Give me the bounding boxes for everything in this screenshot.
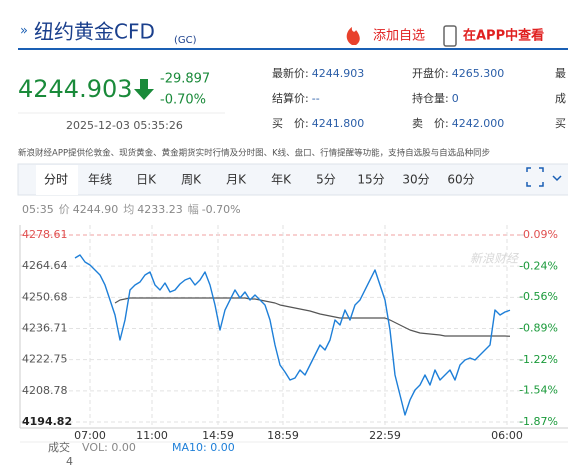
page-title: 纽约黄金CFD	[34, 20, 155, 44]
stat-value: 4244.903	[312, 67, 365, 80]
info-label: 均	[123, 203, 134, 216]
fire-icon[interactable]	[346, 27, 360, 45]
stat-label: 卖 价:	[412, 117, 449, 130]
plot: 4278.61 4264.64 4250.68 4236.71 4222.75 4208.…	[20, 225, 558, 442]
tab[interactable]: 周K	[181, 173, 202, 187]
tab[interactable]: 分时	[44, 173, 68, 187]
stat-label: 最新价:	[272, 66, 309, 80]
tab[interactable]: 年线	[88, 173, 112, 187]
series-line	[114, 297, 511, 337]
stat-value: 4265.300	[452, 67, 505, 80]
y-tick-label: 4208.78	[22, 384, 68, 397]
y2-tick-label: -1.54%	[519, 384, 558, 397]
y2-tick-label: -0.24%	[519, 259, 558, 272]
down-arrow	[134, 79, 154, 100]
volume-count: 4	[66, 455, 73, 468]
info-label: 价	[59, 203, 70, 216]
y-tick-label: 4222.75	[22, 353, 68, 366]
x-tick-label: 18:59	[267, 429, 299, 442]
price-change-pct: -0.70%	[160, 93, 206, 108]
y2-tick-label: -1.87%	[519, 415, 558, 428]
info-value: 4233.23	[137, 203, 183, 216]
x-tick-label: 14:59	[202, 429, 234, 442]
stat-label: 开盘价:	[412, 66, 449, 80]
watermark: 新浪财经	[470, 252, 520, 266]
volume-vol: VOL: 0.00	[82, 441, 136, 454]
y-tick-label: 4264.64	[22, 259, 68, 272]
info-label: 幅	[188, 203, 199, 216]
tab[interactable]: 30分	[402, 173, 429, 187]
active-tab-bg	[36, 165, 78, 195]
y-tick-label: 4250.68	[22, 290, 68, 303]
stat-value: 4241.800	[312, 117, 365, 130]
volume-label: 成交	[48, 440, 70, 454]
x-tick-label: 11:00	[136, 429, 168, 442]
tab[interactable]: 15分	[357, 173, 384, 187]
info-value: 4244.90	[73, 203, 119, 216]
tab[interactable]: 月K	[226, 173, 247, 187]
tab[interactable]: 年K	[271, 173, 292, 187]
symbol-code: (GC)	[174, 35, 197, 46]
stat-label: 最	[555, 67, 566, 80]
notice: 新浪财经APP提供伦敦金、现货黄金、黄金期货实时行情及分时图、K线、盘口、行情提…	[18, 148, 490, 159]
quote-time: 2025-12-03 05:35:26	[66, 119, 183, 132]
y-tick-label: 4278.61	[22, 228, 68, 241]
y-tick-label: 4236.71	[22, 322, 68, 335]
x-tick-label: 07:00	[74, 429, 106, 442]
stat-label: 买	[555, 117, 566, 130]
chart-info: 05:35 价 4244.90 均 4233.23 幅 -0.70%	[22, 203, 241, 216]
last-price: 4244.903	[18, 75, 133, 103]
fullscreen-icon[interactable]	[526, 167, 544, 187]
tabs: 分时 年线 日K 周K 月K 年K 5分 15分 30分 60分	[36, 165, 475, 195]
dropdown-icon[interactable]	[552, 175, 562, 182]
info-time: 05:35	[22, 203, 54, 216]
tab[interactable]: 日K	[136, 173, 157, 187]
volume-ma10: MA10: 0.00	[172, 441, 235, 454]
stat-value: --	[312, 92, 320, 105]
y2-tick-label: -1.22%	[519, 353, 558, 366]
stat-value: 0	[452, 92, 459, 105]
series-line	[74, 254, 511, 416]
add-watchlist[interactable]: 添加自选	[373, 29, 425, 44]
y2-tick-label: -0.89%	[519, 322, 558, 335]
x-tick-label: 22:59	[369, 429, 401, 442]
x-tick-label: 06:00	[491, 429, 523, 442]
tab[interactable]: 5分	[316, 173, 336, 187]
y2-tick-label: 0.09%	[523, 228, 558, 241]
stat-value: 4242.000	[452, 117, 505, 130]
y-tick-label: 4194.82	[22, 415, 72, 428]
stat-label: 成	[555, 92, 566, 105]
stat-label: 持仓量:	[412, 91, 449, 105]
y2-tick-label: -0.56%	[519, 290, 558, 303]
open-app[interactable]: 在APP中查看	[463, 28, 544, 44]
stat-label: 结算价:	[272, 91, 309, 105]
phone-icon[interactable]	[443, 25, 457, 47]
tab[interactable]: 60分	[447, 173, 474, 187]
stat-label: 买 价:	[272, 117, 309, 130]
tab-bar	[17, 163, 568, 196]
price-change: -29.897	[160, 72, 210, 87]
title-prefix: »	[20, 24, 28, 39]
info-value: -0.70%	[202, 203, 241, 216]
